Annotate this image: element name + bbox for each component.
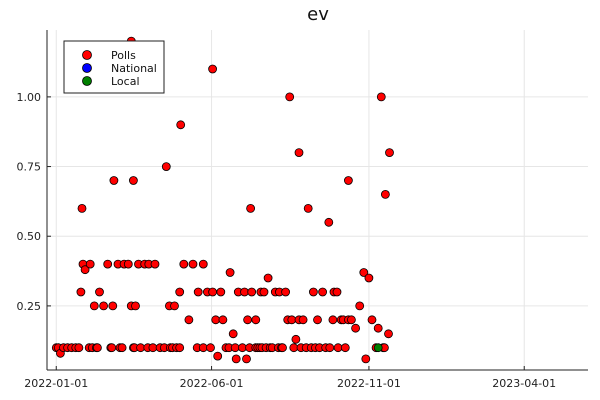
point-polls [208, 287, 218, 297]
point-polls [123, 259, 133, 269]
point-polls [289, 343, 299, 353]
point-polls [206, 343, 215, 353]
legend-marker-local [82, 76, 92, 86]
point-polls [285, 92, 295, 102]
point-polls [150, 259, 160, 269]
legend-marker-polls [82, 50, 92, 60]
point-polls [213, 351, 223, 361]
point-polls [246, 203, 256, 213]
point-polls [176, 120, 186, 130]
point-polls [303, 203, 313, 213]
point-polls [175, 287, 185, 297]
point-polls [340, 343, 350, 353]
point-polls [287, 315, 297, 325]
point-polls [128, 176, 138, 185]
point-polls [373, 323, 383, 333]
legend-label-national: National [111, 62, 157, 75]
point-polls [228, 329, 238, 339]
point-polls [263, 273, 273, 283]
legend-box [63, 40, 165, 94]
x-tick-label: 2023-04-01 [492, 377, 556, 390]
point-polls [99, 301, 108, 311]
point-polls [225, 268, 235, 277]
point-polls [208, 64, 218, 74]
x-tick-label: 2022-01-01 [24, 377, 88, 390]
y-tick-label: 1.00 [17, 91, 42, 104]
tick-labels: 2022-01-01 2022-06-01 2022-11-01 2023-04-01… [17, 91, 557, 390]
point-polls [188, 259, 198, 269]
point-polls [175, 343, 185, 353]
y-tick-label: 0.75 [17, 161, 42, 174]
legend-label-local: Local [111, 75, 140, 88]
axes [46, 30, 588, 371]
y-tick-label: 0.25 [17, 300, 42, 313]
chart-title: ev [307, 4, 329, 25]
point-polls [294, 148, 304, 158]
point-polls [117, 343, 127, 353]
legend-label-polls: Polls [111, 49, 136, 62]
point-polls [278, 343, 287, 353]
point-polls [243, 315, 253, 325]
point-polls [313, 315, 322, 325]
point-polls [77, 203, 87, 213]
point-polls [74, 343, 84, 353]
point-polls [259, 287, 269, 297]
point-polls [355, 301, 365, 311]
data-points [51, 36, 394, 364]
point-polls [93, 343, 102, 353]
point-polls [242, 354, 251, 364]
point-polls [108, 301, 118, 311]
point-polls [359, 268, 369, 277]
point-polls [170, 301, 179, 311]
point-polls [380, 189, 390, 199]
point-polls [343, 176, 353, 185]
y-tick-label: 0.50 [17, 230, 42, 243]
point-polls [328, 315, 338, 325]
point-polls [291, 334, 301, 344]
point-polls [361, 354, 371, 364]
point-polls [184, 315, 194, 325]
point-polls [247, 287, 257, 297]
point-polls [385, 148, 394, 158]
point-polls [85, 259, 95, 269]
point-polls [198, 259, 208, 269]
point-polls [179, 259, 189, 269]
point-polls [324, 217, 334, 227]
point-polls [346, 315, 356, 325]
x-tick-label: 2022-06-01 [180, 377, 244, 390]
point-polls [351, 323, 361, 333]
point-polls [251, 315, 261, 325]
point-polls [332, 287, 342, 297]
point-polls [325, 343, 335, 353]
point-polls [103, 259, 113, 269]
point-polls [237, 343, 247, 353]
point-polls [109, 176, 119, 185]
point-polls [76, 287, 86, 297]
point-polls [376, 92, 386, 102]
point-polls [148, 343, 158, 353]
point-polls [95, 287, 104, 297]
legend-marker-national [82, 63, 92, 73]
point-polls [384, 329, 393, 339]
point-polls [218, 315, 228, 325]
point-polls [193, 287, 203, 297]
point-polls [281, 287, 291, 297]
point-polls [107, 343, 117, 353]
point-polls [364, 273, 374, 283]
point-polls [161, 162, 171, 172]
point-polls [89, 301, 99, 311]
point-polls [231, 354, 241, 364]
x-tick-label: 2022-11-01 [337, 377, 401, 390]
point-polls [308, 287, 318, 297]
point-polls [298, 315, 308, 325]
point-local [373, 343, 383, 353]
point-polls [318, 287, 328, 297]
point-polls [131, 301, 140, 311]
point-polls [367, 315, 377, 325]
point-polls [216, 287, 226, 297]
point-polls [80, 265, 90, 275]
